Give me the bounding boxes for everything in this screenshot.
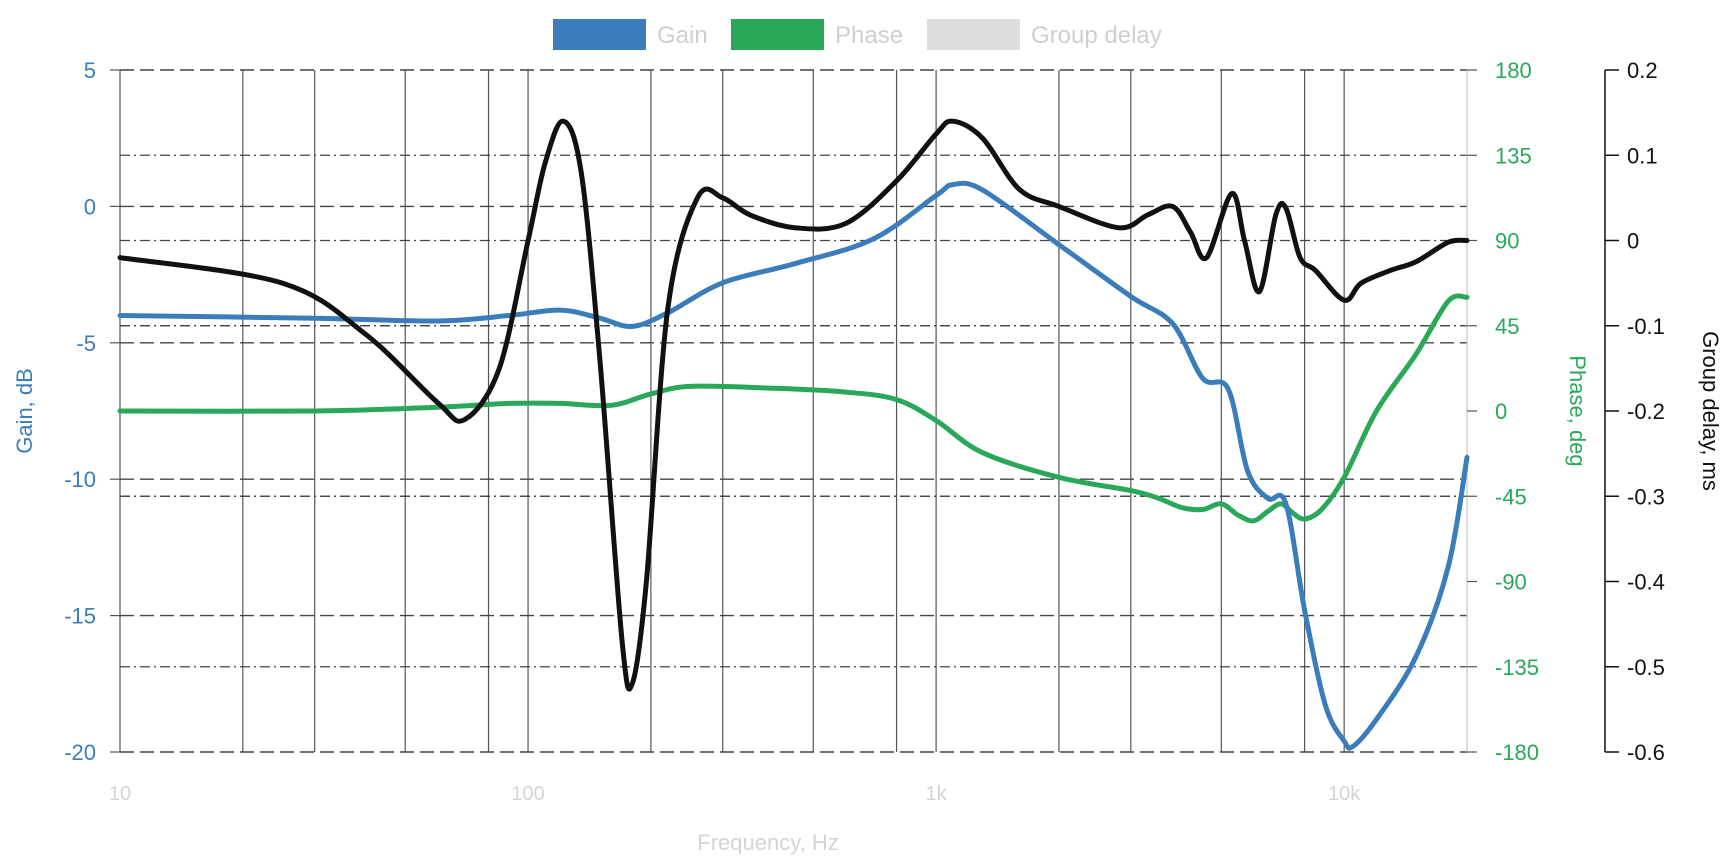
x-tick-label: 100 [511,783,544,805]
series-line-phase [117,293,1470,524]
phase-tick-label: 90 [1495,229,1519,254]
group-delay-tick-label: -0.6 [1627,740,1665,765]
legend-label: Gain [657,22,708,49]
phase-tick-label: 135 [1495,143,1532,168]
phase-tick-label: -135 [1495,655,1539,680]
group-delay-tick-label: -0.5 [1627,655,1665,680]
phase-tick-label: -90 [1495,570,1527,595]
legend-swatch [553,19,646,50]
x-tick-label: 10k [1328,783,1361,805]
series-layer [117,118,1470,751]
gain-tick-label: -5 [76,331,96,356]
group-delay-axis-title: Group delay, ms [1698,331,1723,491]
axis-titles: Frequency, Hz Gain, dB Phase, deg Group del… [12,331,1723,855]
legend[interactable]: Gain Phase Group delay [553,19,1162,50]
group-delay-tick-label: -0.3 [1627,484,1665,509]
x-axis-title: Frequency, Hz [697,830,838,855]
phase-tick-label: 0 [1495,399,1507,424]
phase-tick-label: 45 [1495,314,1519,339]
group-delay-tick-label: -0.2 [1627,399,1665,424]
x-tick-label: 1k [926,783,948,805]
phase-tick-label: 180 [1495,58,1532,83]
legend-label: Phase [835,22,903,49]
gain-axis-title: Gain, dB [12,368,37,454]
phase-tick-label: -180 [1495,740,1539,765]
series-line-group-delay [117,118,1470,692]
series-line-gain [117,180,1470,751]
grid [119,69,1468,753]
legend-swatch [731,19,824,50]
gain-tick-label: 0 [84,194,96,219]
legend-item-gain[interactable]: Gain [553,19,708,50]
group-delay-tick-label: 0 [1627,229,1639,254]
legend-item-phase[interactable]: Phase [731,19,903,50]
gain-tick-label: 5 [84,58,96,83]
legend-swatch [927,19,1020,50]
gain-tick-label: -15 [64,604,96,629]
phase-tick-label: -45 [1495,484,1527,509]
x-tick-label: 10 [109,783,131,805]
group-delay-tick-label: 0.1 [1627,143,1658,168]
legend-label: Group delay [1031,22,1162,49]
group-delay-tick-label: -0.4 [1627,570,1665,595]
phase-axis-title: Phase, deg [1565,355,1590,466]
group-delay-tick-label: 0.2 [1627,58,1658,83]
gain-tick-label: -10 [64,467,96,492]
axes: 10 100 1k 10k 5 0 -5 -10 -15 -20 180 135 90 45 0 -45 -90… [64,58,1665,805]
group-delay-tick-label: -0.1 [1627,314,1665,339]
gain-tick-label: -20 [64,740,96,765]
legend-item-group-delay[interactable]: Group delay [927,19,1162,50]
